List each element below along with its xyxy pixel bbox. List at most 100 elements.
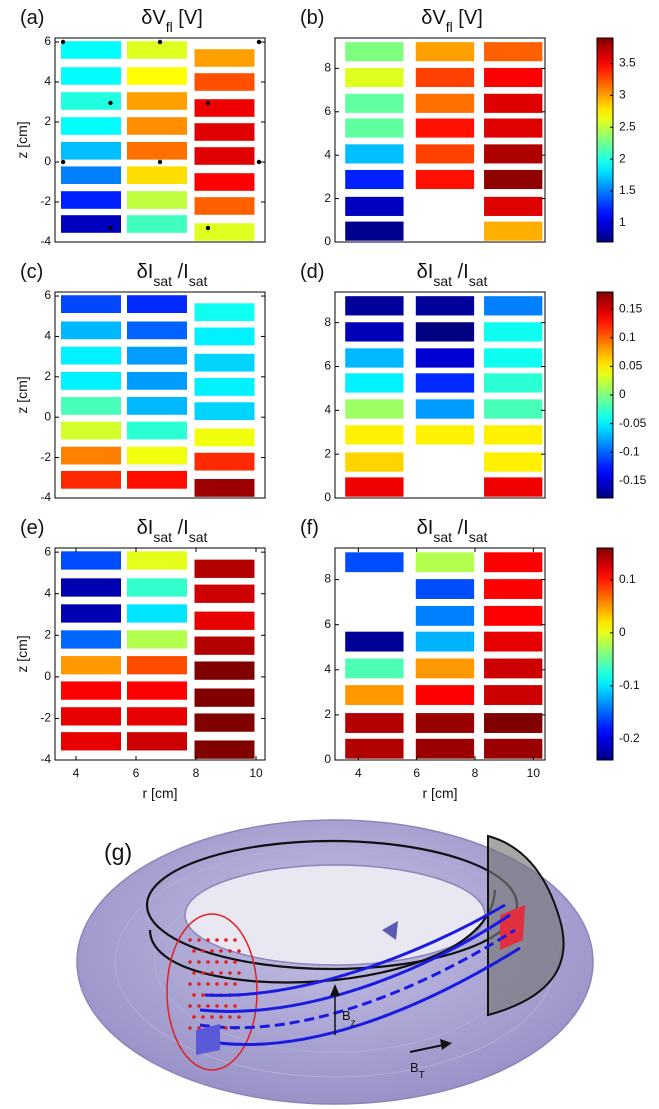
x-tick-label: 8 bbox=[472, 766, 479, 780]
cell bbox=[415, 144, 475, 164]
title-part: δI bbox=[417, 517, 434, 539]
cell bbox=[127, 446, 187, 465]
marker bbox=[256, 159, 262, 165]
probe-dot bbox=[188, 938, 192, 942]
cell bbox=[127, 681, 187, 700]
cell bbox=[61, 371, 121, 390]
y-tick-label: 4 bbox=[44, 329, 51, 343]
probe-dot bbox=[233, 960, 237, 964]
cell bbox=[61, 295, 121, 314]
y-tick-label: 2 bbox=[324, 446, 331, 460]
probe-dot bbox=[224, 1004, 228, 1008]
panel-label: (e) bbox=[20, 517, 44, 539]
cell bbox=[61, 191, 121, 209]
cell bbox=[484, 296, 543, 316]
colorbar-tick-label: 0.1 bbox=[619, 330, 636, 344]
cell bbox=[345, 631, 404, 652]
y-tick-label: 8 bbox=[324, 61, 331, 75]
cell bbox=[415, 373, 475, 393]
cell bbox=[127, 630, 187, 649]
panel-title: δIsat /Isat bbox=[137, 517, 208, 545]
title-part: /I bbox=[172, 261, 189, 283]
cell bbox=[345, 169, 404, 190]
y-axis-label: z [cm] bbox=[14, 635, 30, 672]
cell bbox=[61, 470, 121, 489]
x-tick-label: 10 bbox=[527, 766, 541, 780]
colorbar-tick-label: 3 bbox=[619, 88, 626, 102]
cell bbox=[127, 41, 187, 59]
bt-label: BT bbox=[410, 1060, 425, 1081]
cell bbox=[61, 604, 121, 623]
probe-dot bbox=[215, 1004, 219, 1008]
probe-dot bbox=[215, 960, 219, 964]
cell bbox=[415, 118, 475, 138]
probe-dot bbox=[201, 993, 205, 997]
title-part: sat bbox=[469, 529, 488, 545]
panel: -4 -2 0 2 4 6 z [cm] (a) δVfl [V] bbox=[14, 7, 266, 248]
cross-section bbox=[487, 834, 565, 1017]
probe-dot bbox=[192, 949, 196, 953]
cell bbox=[127, 656, 187, 675]
panel-label: (g) bbox=[104, 839, 132, 865]
cell bbox=[194, 173, 255, 191]
panel-label: (f) bbox=[300, 517, 319, 539]
y-tick-label: 6 bbox=[44, 544, 51, 558]
bz-label: Bz bbox=[342, 1008, 356, 1029]
colorbar-tick-label: 0 bbox=[619, 387, 626, 401]
probe-dot bbox=[188, 982, 192, 986]
y-tick-label: 0 bbox=[44, 409, 51, 423]
y-tick-label: 4 bbox=[44, 586, 51, 600]
cell bbox=[484, 425, 543, 445]
cell bbox=[194, 584, 255, 603]
probe-dot bbox=[237, 949, 241, 953]
cell bbox=[345, 477, 404, 497]
axes-frame bbox=[334, 291, 546, 499]
probe-dot bbox=[233, 982, 237, 986]
colorbar-tick-label: 0.15 bbox=[619, 301, 643, 315]
cell bbox=[345, 658, 404, 679]
cell bbox=[194, 636, 255, 655]
cell bbox=[484, 322, 543, 342]
probe-dot bbox=[224, 1026, 228, 1030]
cell bbox=[61, 630, 121, 649]
title-part: δI bbox=[417, 261, 434, 283]
probe-dot bbox=[224, 982, 228, 986]
cell bbox=[127, 551, 187, 570]
cell bbox=[415, 67, 475, 88]
cell bbox=[61, 142, 121, 160]
cell bbox=[415, 605, 475, 626]
cell bbox=[127, 321, 187, 340]
torus-diagram: (g) Bz BT bbox=[76, 819, 594, 1105]
y-tick-label: -2 bbox=[40, 194, 51, 208]
axes-frame bbox=[54, 291, 266, 499]
cell bbox=[345, 452, 404, 472]
cell bbox=[61, 397, 121, 415]
y-tick-label: 0 bbox=[324, 490, 331, 504]
cell bbox=[484, 399, 543, 419]
axes-frame bbox=[334, 37, 546, 243]
title-part: sat bbox=[189, 273, 208, 289]
cell bbox=[415, 579, 475, 599]
title-part: sat bbox=[189, 529, 208, 545]
cell bbox=[61, 421, 121, 440]
panel-title: δVfl [V] bbox=[141, 7, 203, 35]
probe-dot bbox=[188, 960, 192, 964]
title-part: δV bbox=[421, 7, 446, 29]
y-tick-label: 4 bbox=[324, 403, 331, 417]
cell bbox=[484, 552, 543, 573]
x-tick-label: 8 bbox=[193, 766, 200, 780]
cell bbox=[61, 117, 121, 135]
x-axis-label: r [cm] bbox=[423, 785, 458, 801]
colorbar-tick-label: -0.2 bbox=[619, 731, 640, 745]
title-part: /I bbox=[172, 517, 189, 539]
cell bbox=[484, 605, 543, 626]
cell bbox=[61, 732, 121, 751]
cell bbox=[127, 117, 187, 135]
cell bbox=[194, 713, 255, 732]
marker bbox=[60, 159, 66, 165]
cell bbox=[127, 191, 187, 209]
probe-dot bbox=[210, 949, 214, 953]
cell bbox=[345, 196, 404, 216]
cell bbox=[484, 221, 543, 241]
